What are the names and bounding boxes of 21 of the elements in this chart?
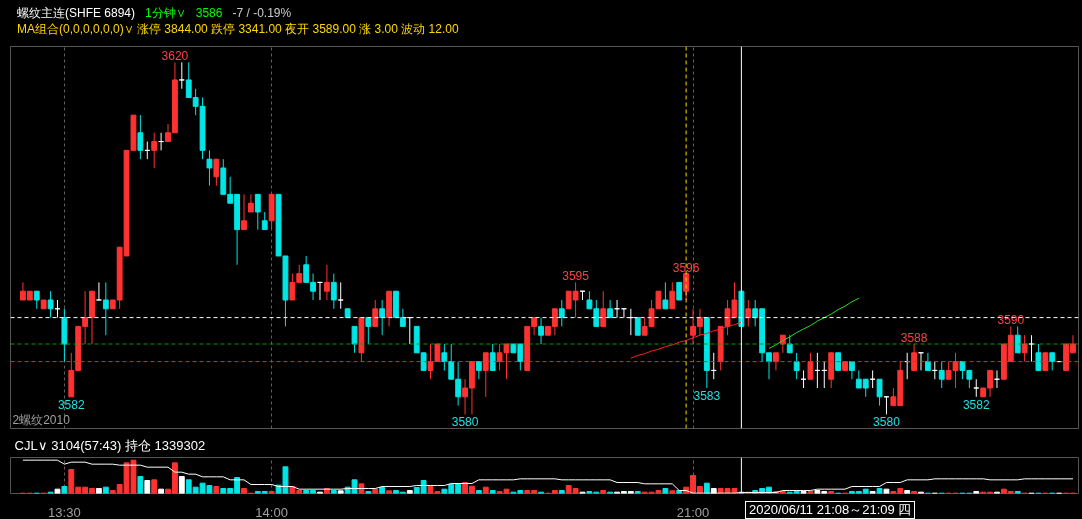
text: 3595 (562, 269, 589, 284)
chart-title: 螺纹主连(SHFE 6894) (17, 6, 136, 20)
text: 3583 (693, 389, 721, 404)
text: 3586 (195, 6, 223, 20)
text: -7 / -0.19% (232, 6, 292, 20)
text: 1分钟∨ (145, 6, 186, 20)
text: 3588 (900, 331, 928, 345)
text: 3590 (997, 313, 1025, 328)
annotation: 2螺纹2010 (12, 412, 71, 427)
text: 3596 (672, 260, 700, 275)
x-tick-label: 13:30 (48, 504, 81, 519)
text: 3582 (57, 397, 85, 412)
text: 3580 (873, 415, 900, 430)
chart-title: CJL∨ 3104(57:43) 持仓 1339302 (14, 437, 206, 453)
text: 3580 (451, 415, 479, 430)
x-tick-label: 14:00 (255, 504, 288, 519)
text: 3620 (161, 49, 189, 64)
chart-subtitle: MA组合(0,0,0,0,0,0)∨ 涨停 3844.00 跌停 3341.00 夜开 3589.00 涨 3.00 波动 12.00 (17, 22, 459, 36)
text: 2020/06/11 21:08～21:09 四 (745, 501, 916, 519)
text: 3582 (962, 397, 990, 412)
x-tick-label: 21:00 (676, 504, 710, 519)
